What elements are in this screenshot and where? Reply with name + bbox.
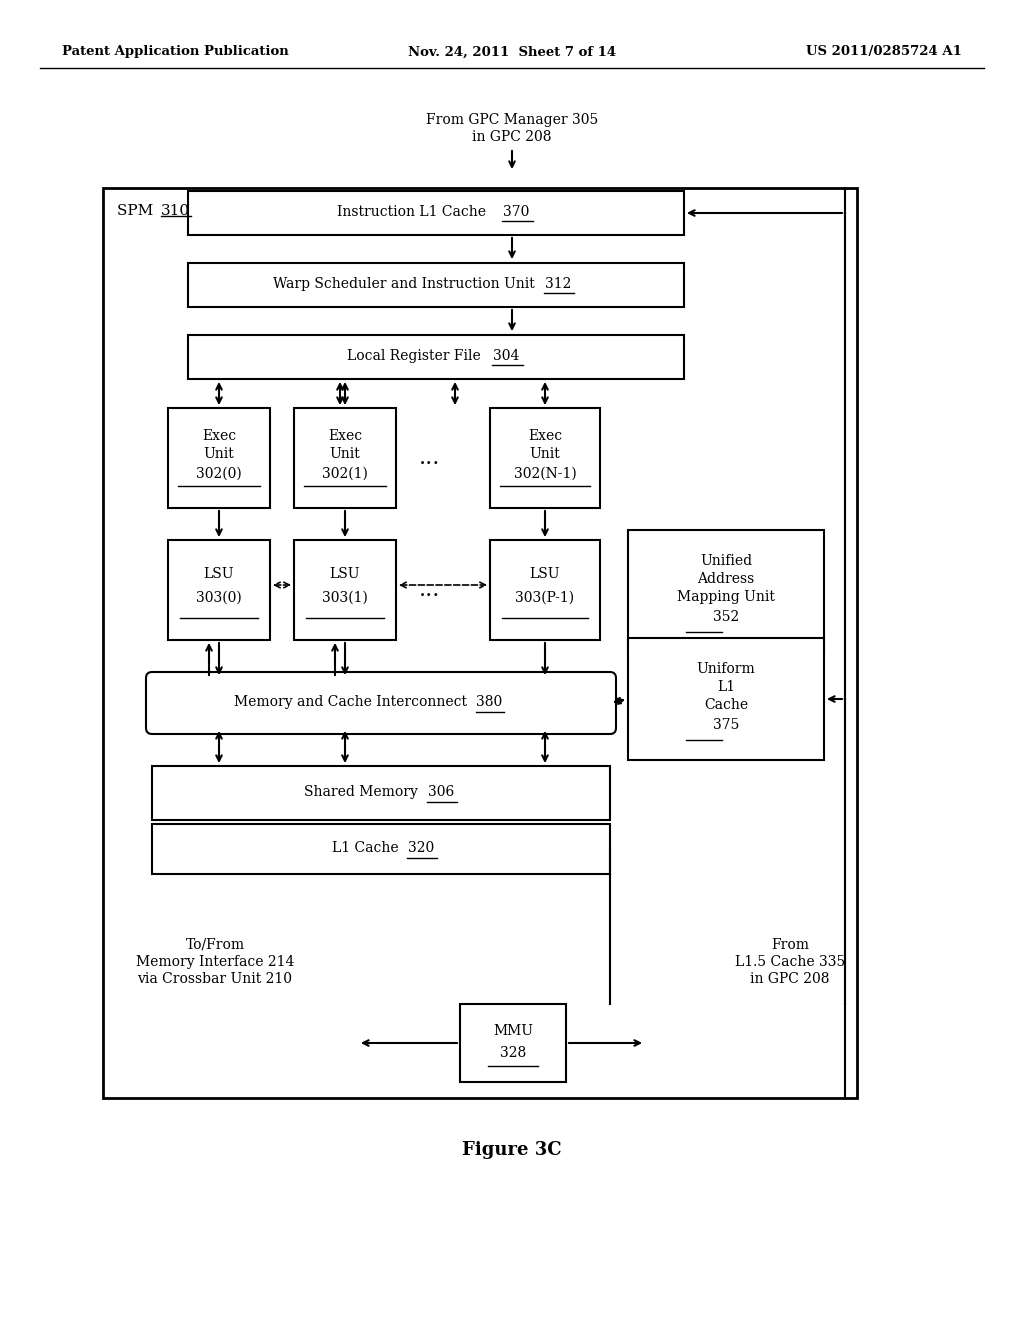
Text: MMU: MMU — [493, 1024, 534, 1038]
FancyBboxPatch shape — [146, 672, 616, 734]
Text: From: From — [771, 939, 809, 952]
Text: 352: 352 — [713, 610, 739, 624]
Text: Uniform: Uniform — [696, 663, 756, 676]
Text: Exec: Exec — [328, 429, 362, 444]
Bar — [103, 187, 857, 1098]
Text: 375: 375 — [713, 718, 739, 733]
Text: US 2011/0285724 A1: US 2011/0285724 A1 — [806, 45, 962, 58]
Text: Unit: Unit — [330, 447, 360, 461]
Bar — [294, 540, 396, 640]
Text: 312: 312 — [545, 277, 571, 290]
Text: Figure 3C: Figure 3C — [462, 1140, 562, 1159]
Text: Memory Interface 214: Memory Interface 214 — [136, 954, 294, 969]
Text: L1: L1 — [717, 680, 735, 694]
Text: Address: Address — [697, 572, 755, 586]
Text: in GPC 208: in GPC 208 — [751, 972, 829, 986]
Text: 303(P-1): 303(P-1) — [515, 591, 574, 605]
Text: To/From: To/From — [185, 939, 245, 952]
Text: ...: ... — [419, 579, 440, 601]
Text: L1.5 Cache 335: L1.5 Cache 335 — [735, 954, 845, 969]
Bar — [188, 191, 684, 235]
Bar — [152, 766, 610, 820]
Text: 303(1): 303(1) — [323, 591, 368, 605]
Text: Shared Memory: Shared Memory — [304, 785, 422, 799]
Text: via Crossbar Unit 210: via Crossbar Unit 210 — [137, 972, 293, 986]
Bar — [490, 540, 600, 640]
Bar — [168, 408, 270, 508]
Text: 380: 380 — [476, 696, 502, 709]
Text: From GPC Manager 305: From GPC Manager 305 — [426, 114, 598, 127]
Text: LSU: LSU — [204, 568, 234, 581]
Text: SPM: SPM — [117, 205, 158, 218]
Text: L1 Cache: L1 Cache — [332, 841, 402, 855]
Text: Unit: Unit — [529, 447, 560, 461]
Text: Unit: Unit — [204, 447, 234, 461]
Bar — [294, 408, 396, 508]
Text: 303(0): 303(0) — [197, 591, 242, 605]
Text: Unified: Unified — [700, 554, 752, 568]
Text: 302(N-1): 302(N-1) — [514, 467, 577, 480]
Text: Mapping Unit: Mapping Unit — [677, 590, 775, 605]
Text: Cache: Cache — [703, 698, 749, 711]
Text: 328: 328 — [500, 1045, 526, 1060]
Text: 302(0): 302(0) — [197, 467, 242, 480]
Text: Nov. 24, 2011  Sheet 7 of 14: Nov. 24, 2011 Sheet 7 of 14 — [408, 45, 616, 58]
Bar — [152, 824, 610, 874]
Text: Instruction L1 Cache: Instruction L1 Cache — [337, 205, 490, 219]
Text: LSU: LSU — [330, 568, 360, 581]
Bar — [168, 540, 270, 640]
Bar — [188, 263, 684, 308]
Text: in GPC 208: in GPC 208 — [472, 129, 552, 144]
Text: 302(1): 302(1) — [323, 467, 368, 480]
Text: 310: 310 — [161, 205, 190, 218]
Bar — [628, 638, 824, 760]
Text: Local Register File: Local Register File — [347, 348, 485, 363]
Bar — [188, 335, 684, 379]
Text: Warp Scheduler and Instruction Unit: Warp Scheduler and Instruction Unit — [273, 277, 539, 290]
Bar — [628, 531, 824, 652]
Text: Patent Application Publication: Patent Application Publication — [62, 45, 289, 58]
Text: 304: 304 — [493, 348, 519, 363]
Text: LSU: LSU — [529, 568, 560, 581]
Text: Memory and Cache Interconnect: Memory and Cache Interconnect — [234, 696, 472, 709]
Text: Exec: Exec — [202, 429, 237, 444]
Bar — [460, 1005, 566, 1082]
Text: ...: ... — [419, 447, 440, 469]
Bar — [490, 408, 600, 508]
Text: 306: 306 — [428, 785, 454, 799]
Text: Exec: Exec — [528, 429, 562, 444]
Text: 320: 320 — [408, 841, 434, 855]
Text: 370: 370 — [503, 205, 529, 219]
